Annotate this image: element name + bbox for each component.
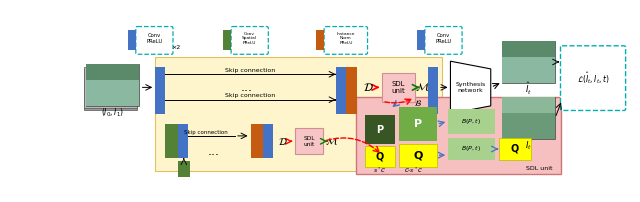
Text: $\mathcal{L}(\hat{I}_t, I_t, t)$: $\mathcal{L}(\hat{I}_t, I_t, t)$ [577,70,609,86]
Text: $s^*\mathcal{C}$: $s^*\mathcal{C}$ [373,166,387,175]
Bar [428,67,438,114]
Text: $\mathcal{C}$-$s^*\mathcal{C}$: $\mathcal{C}$-$s^*\mathcal{C}$ [404,166,423,175]
FancyBboxPatch shape [561,46,626,110]
Bar [365,146,395,167]
Bar [86,64,139,106]
Text: $(I_0, I_1)$: $(I_0, I_1)$ [101,106,124,119]
Text: SDL
unit: SDL unit [392,81,405,94]
Bar [155,57,442,170]
Bar [502,57,555,83]
Bar [155,67,165,114]
Bar [399,144,436,167]
Bar [128,30,136,50]
Text: ...: ... [207,145,220,158]
Bar [502,41,555,57]
Text: $\hat{I}_t$: $\hat{I}_t$ [525,81,532,97]
Bar [223,30,231,50]
Bar [84,67,136,108]
Bar [346,67,356,114]
Text: Synthesis
network: Synthesis network [456,82,486,93]
Bar [499,138,531,160]
Text: $B(P,t)$: $B(P,t)$ [461,144,481,154]
Bar [417,30,425,50]
Text: $\mathcal{D}$: $\mathcal{D}$ [278,136,288,147]
Text: $\mathcal{B}$: $\mathcal{B}$ [414,98,422,108]
Bar [86,64,139,80]
Text: Q: Q [511,144,519,154]
Bar [316,30,324,50]
Bar [178,124,188,158]
FancyBboxPatch shape [324,26,367,54]
Bar [165,124,178,158]
Bar [250,124,263,158]
Text: ...: ... [241,81,253,94]
Text: Q: Q [413,150,422,160]
Bar [263,124,273,158]
Text: Conv
Spatial
PReLU: Conv Spatial PReLU [242,32,257,45]
Bar [399,107,436,141]
Bar [502,97,555,113]
Bar [178,161,190,177]
Text: Conv
PReLU: Conv PReLU [435,33,452,43]
Polygon shape [451,61,491,114]
Text: P: P [376,125,383,135]
Text: Skip connection: Skip connection [225,68,276,73]
Text: P: P [414,119,422,129]
Text: $\mathcal{D}$: $\mathcal{D}$ [363,81,374,93]
Bar [502,41,555,83]
Bar [296,128,323,154]
Text: SDL
unit: SDL unit [303,136,315,147]
Bar [502,113,555,139]
Text: $I_t$: $I_t$ [525,140,532,152]
Bar [336,67,346,114]
Text: $\mathcal{M}$: $\mathcal{M}$ [324,135,338,147]
Text: $\mathcal{M}$: $\mathcal{M}$ [415,81,430,93]
FancyBboxPatch shape [425,26,462,54]
Text: Conv
PReLU: Conv PReLU [147,33,163,43]
Text: SDL unit: SDL unit [526,166,553,171]
Text: Instance
Norm
PReLU: Instance Norm PReLU [337,32,355,45]
Bar [448,109,495,134]
Text: $B(P,t)$: $B(P,t)$ [461,117,481,126]
Bar [502,97,555,139]
FancyBboxPatch shape [231,26,268,54]
Bar [356,97,561,174]
Text: ×2: ×2 [172,45,180,50]
Bar [365,115,395,144]
Text: Q: Q [376,152,384,162]
Bar [86,80,139,106]
Text: Skip connection: Skip connection [225,93,276,98]
Bar [448,138,495,160]
FancyBboxPatch shape [136,26,173,54]
Bar [84,69,136,110]
Text: Skip connection: Skip connection [184,129,228,135]
Bar [382,73,415,102]
